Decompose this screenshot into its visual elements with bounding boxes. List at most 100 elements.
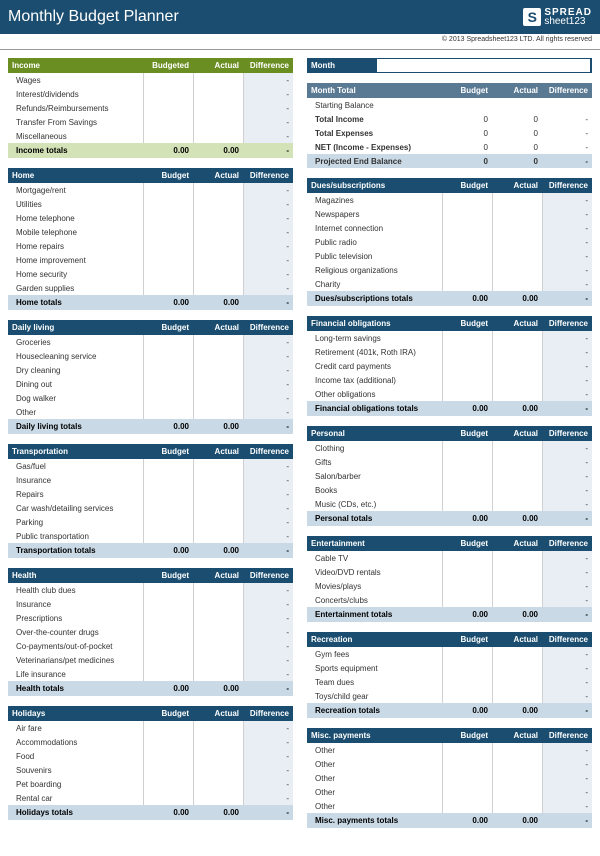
cell-actual[interactable] bbox=[492, 359, 542, 373]
cell-budget[interactable] bbox=[143, 87, 193, 101]
cell-actual[interactable] bbox=[193, 349, 243, 363]
cell-budget[interactable] bbox=[442, 771, 492, 785]
cell-budget[interactable] bbox=[442, 497, 492, 511]
cell-actual[interactable] bbox=[492, 193, 542, 207]
cell-budget[interactable] bbox=[143, 363, 193, 377]
cell-budget[interactable] bbox=[442, 263, 492, 277]
cell-actual[interactable] bbox=[492, 455, 542, 469]
cell-actual[interactable] bbox=[492, 497, 542, 511]
cell-actual[interactable] bbox=[193, 777, 243, 791]
cell-budget[interactable] bbox=[143, 763, 193, 777]
cell-actual[interactable] bbox=[193, 653, 243, 667]
cell-actual[interactable] bbox=[193, 101, 243, 115]
cell-budget[interactable] bbox=[143, 749, 193, 763]
cell-budget[interactable] bbox=[143, 73, 193, 87]
cell-actual[interactable] bbox=[492, 565, 542, 579]
cell-budget[interactable] bbox=[442, 785, 492, 799]
cell-actual[interactable] bbox=[492, 331, 542, 345]
cell-actual[interactable] bbox=[492, 579, 542, 593]
cell-budget[interactable] bbox=[442, 235, 492, 249]
cell-budget[interactable] bbox=[143, 377, 193, 391]
month-input[interactable] bbox=[377, 59, 590, 72]
cell-budget[interactable] bbox=[143, 225, 193, 239]
cell-budget[interactable] bbox=[442, 757, 492, 771]
cell-budget[interactable] bbox=[143, 777, 193, 791]
cell-actual[interactable] bbox=[193, 363, 243, 377]
cell-budget[interactable] bbox=[143, 515, 193, 529]
cell-budget[interactable] bbox=[442, 277, 492, 291]
cell-budget[interactable] bbox=[143, 597, 193, 611]
cell-budget[interactable] bbox=[143, 281, 193, 295]
cell-actual[interactable] bbox=[193, 115, 243, 129]
cell-actual[interactable] bbox=[193, 73, 243, 87]
cell-actual[interactable] bbox=[193, 515, 243, 529]
cell-budget[interactable] bbox=[442, 675, 492, 689]
cell-budget[interactable] bbox=[442, 743, 492, 757]
cell-actual[interactable] bbox=[193, 763, 243, 777]
cell-actual[interactable] bbox=[492, 249, 542, 263]
cell-budget[interactable] bbox=[442, 345, 492, 359]
cell-actual[interactable] bbox=[193, 667, 243, 681]
cell-budget[interactable] bbox=[143, 253, 193, 267]
cell-budget[interactable] bbox=[143, 391, 193, 405]
cell-actual[interactable] bbox=[193, 459, 243, 473]
cell-actual[interactable] bbox=[492, 277, 542, 291]
cell-actual[interactable] bbox=[193, 335, 243, 349]
cell-budget[interactable] bbox=[442, 207, 492, 221]
cell-budget[interactable] bbox=[442, 483, 492, 497]
cell-budget[interactable] bbox=[442, 689, 492, 703]
cell-actual[interactable] bbox=[193, 405, 243, 419]
cell-actual[interactable] bbox=[193, 791, 243, 805]
cell-budget[interactable] bbox=[143, 459, 193, 473]
cell-actual[interactable] bbox=[492, 441, 542, 455]
cell-actual[interactable] bbox=[193, 721, 243, 735]
cell-actual[interactable] bbox=[492, 593, 542, 607]
cell-actual[interactable] bbox=[492, 661, 542, 675]
cell-actual[interactable] bbox=[492, 771, 542, 785]
cell-actual[interactable] bbox=[193, 611, 243, 625]
cell-actual[interactable] bbox=[193, 281, 243, 295]
cell-budget[interactable] bbox=[143, 667, 193, 681]
cell-actual[interactable] bbox=[492, 689, 542, 703]
cell-budget[interactable] bbox=[442, 331, 492, 345]
cell-actual[interactable] bbox=[492, 207, 542, 221]
cell-actual[interactable] bbox=[492, 345, 542, 359]
cell-actual[interactable] bbox=[193, 391, 243, 405]
cell-budget[interactable] bbox=[143, 239, 193, 253]
cell-budget[interactable] bbox=[442, 647, 492, 661]
cell-actual[interactable] bbox=[193, 239, 243, 253]
cell-actual[interactable] bbox=[492, 221, 542, 235]
cell-actual[interactable] bbox=[193, 253, 243, 267]
cell-actual[interactable] bbox=[492, 373, 542, 387]
cell-actual[interactable] bbox=[193, 377, 243, 391]
cell-actual[interactable] bbox=[193, 267, 243, 281]
cell-actual[interactable] bbox=[492, 743, 542, 757]
cell-actual[interactable] bbox=[193, 639, 243, 653]
cell-budget[interactable] bbox=[143, 101, 193, 115]
cell-budget[interactable] bbox=[143, 721, 193, 735]
cell-budget[interactable] bbox=[143, 501, 193, 515]
cell-actual[interactable] bbox=[193, 529, 243, 543]
cell-actual[interactable] bbox=[492, 551, 542, 565]
cell-actual[interactable] bbox=[492, 785, 542, 799]
cell-budget[interactable] bbox=[143, 267, 193, 281]
cell-budget[interactable] bbox=[143, 639, 193, 653]
cell-actual[interactable] bbox=[193, 487, 243, 501]
cell-budget[interactable] bbox=[143, 611, 193, 625]
cell-actual[interactable] bbox=[193, 735, 243, 749]
cell-actual[interactable] bbox=[193, 473, 243, 487]
cell-actual[interactable] bbox=[193, 501, 243, 515]
cell-actual[interactable] bbox=[193, 583, 243, 597]
cell-budget[interactable] bbox=[143, 653, 193, 667]
cell-actual[interactable] bbox=[193, 197, 243, 211]
cell-budget[interactable] bbox=[442, 661, 492, 675]
cell-actual[interactable] bbox=[492, 263, 542, 277]
cell-actual[interactable] bbox=[193, 749, 243, 763]
cell-budget[interactable] bbox=[143, 791, 193, 805]
cell-budget[interactable] bbox=[143, 529, 193, 543]
cell-actual[interactable] bbox=[193, 225, 243, 239]
cell-budget[interactable] bbox=[442, 193, 492, 207]
cell-budget[interactable] bbox=[143, 405, 193, 419]
cell-budget[interactable] bbox=[442, 221, 492, 235]
cell-actual[interactable] bbox=[492, 235, 542, 249]
